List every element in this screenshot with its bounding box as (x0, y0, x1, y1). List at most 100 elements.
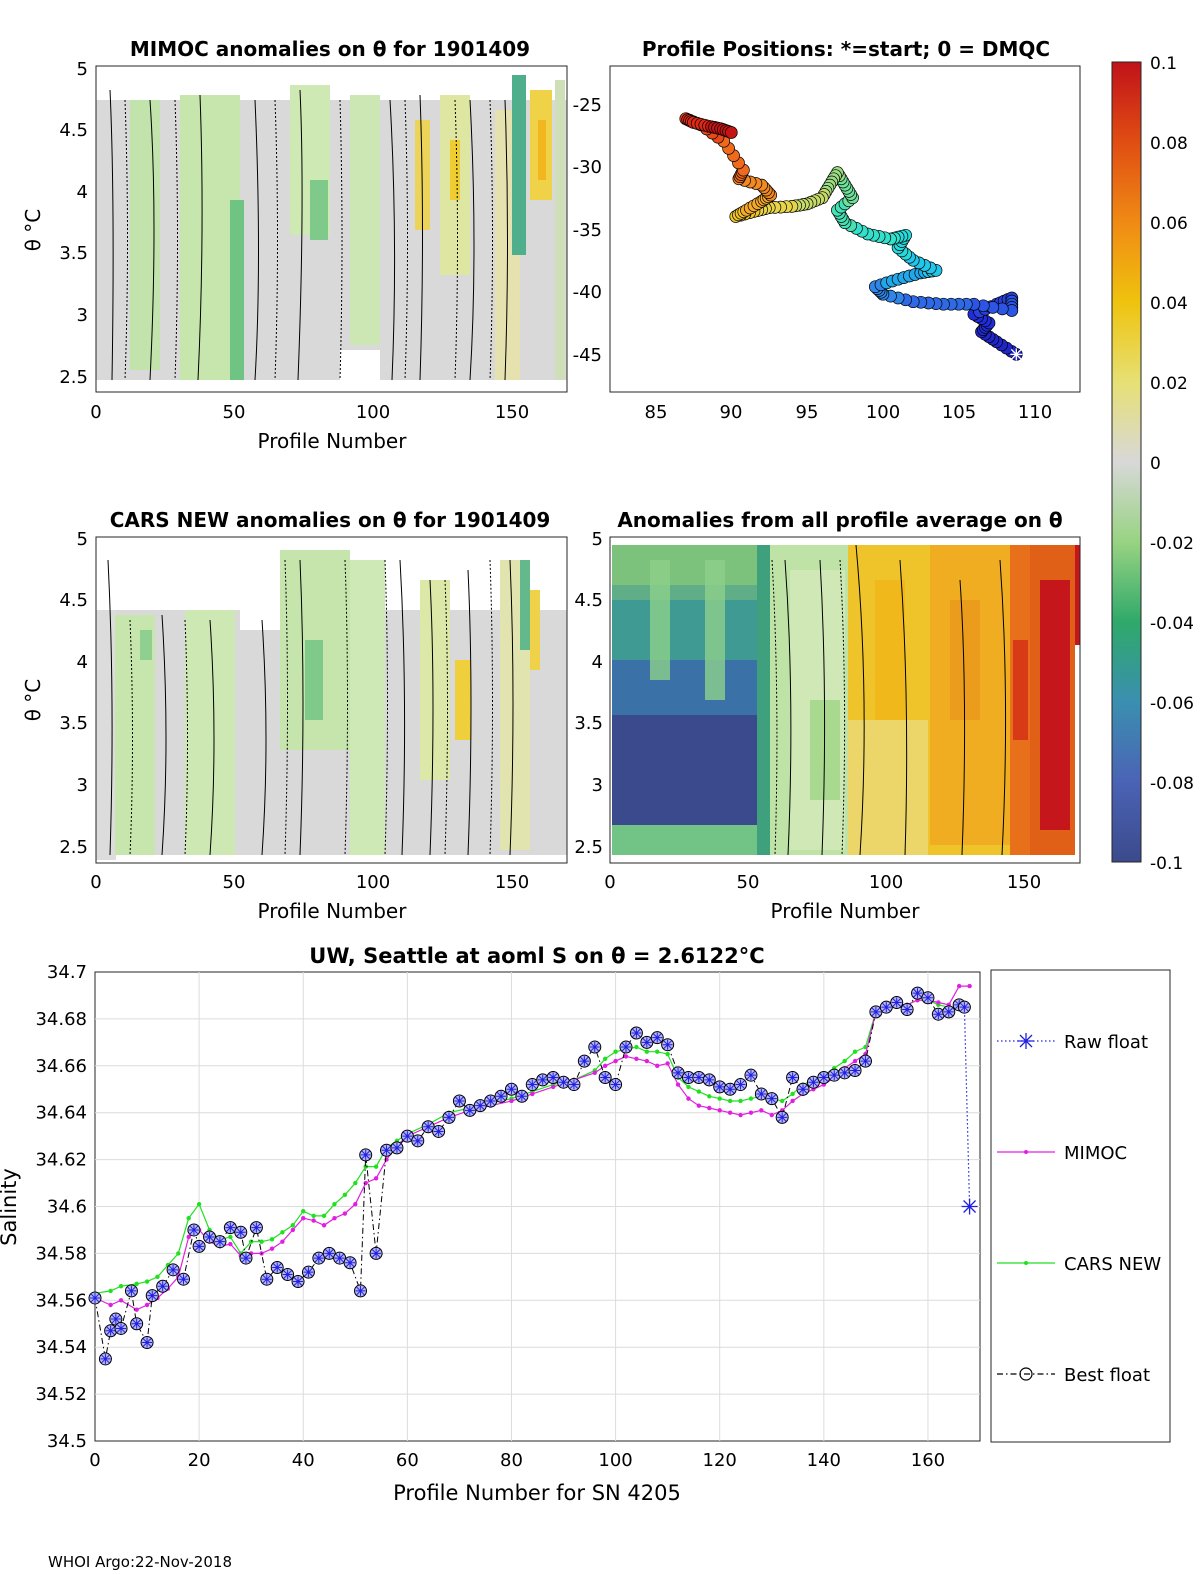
point-cars-new (332, 1201, 337, 1207)
colorbar-tick: -0.08 (1150, 774, 1194, 794)
point-best-float (432, 1124, 446, 1138)
point-best-float (817, 1071, 831, 1085)
positions-ytick: -35 (573, 220, 602, 241)
point-cars-new (269, 1237, 275, 1242)
cars-ytick: 5 (77, 529, 88, 550)
positions-title: Profile Positions: *=start; 0 = DMQC (642, 37, 1050, 61)
point-cars-new (196, 1201, 202, 1207)
colorbar-tick: 0.04 (1150, 294, 1188, 314)
footer-stamp: WHOI Argo:22-Nov-2018 (48, 1553, 232, 1571)
mimoc-xtick: 0 (90, 402, 101, 423)
point-mimoc (655, 1063, 660, 1069)
point-best-float (411, 1134, 425, 1148)
chart-ytick: 34.5 (47, 1431, 87, 1452)
point-cars-new (118, 1284, 124, 1289)
point-best-float (609, 1078, 623, 1092)
point-cars-new (186, 1216, 191, 1221)
float-track (679, 112, 1023, 361)
allavg-ytick: 2.5 (574, 837, 603, 858)
point-mimoc (108, 1302, 113, 1308)
point-best-float (713, 1080, 727, 1094)
point-best-float (114, 1321, 128, 1335)
point-best-float (702, 1073, 716, 1087)
allavg-xtick: 100 (869, 872, 903, 893)
mimoc-xtick: 150 (495, 402, 529, 423)
point-best-float (577, 1054, 591, 1068)
point-cars-new (134, 1281, 139, 1287)
point-best-float (130, 1317, 144, 1331)
allavg-xticks: 0 50 100 150 (604, 872, 1041, 893)
point-best-float (354, 1284, 367, 1298)
point-best-float (661, 1038, 675, 1052)
point-cars-new (748, 1096, 754, 1101)
point-raw-float (961, 1198, 978, 1215)
mimoc-ytick: 4.5 (59, 120, 88, 141)
mimoc-title: MIMOC anomalies on θ for 1901409 (130, 37, 530, 61)
allavg-ytick: 5 (592, 529, 603, 550)
point-best-float (98, 1352, 112, 1366)
point-cars-new (301, 1208, 306, 1214)
point-cars-new (613, 1049, 618, 1054)
profile-position-marker (724, 126, 738, 139)
point-best-float (463, 1103, 477, 1117)
point-best-float (567, 1078, 581, 1092)
point-cars-new (228, 1234, 233, 1240)
point-mimoc (748, 1110, 754, 1115)
point-best-float (249, 1221, 263, 1235)
mimoc-ytick: 4 (77, 182, 88, 203)
point-best-float (650, 1031, 664, 1045)
point-cars-new (155, 1274, 160, 1280)
point-best-float (301, 1265, 315, 1279)
point-best-float (786, 1071, 800, 1085)
point-mimoc (727, 1110, 733, 1115)
point-mimoc (967, 983, 972, 989)
point-best-float (942, 1005, 956, 1019)
point-mimoc (353, 1201, 358, 1207)
positions-xticks: 85 90 95 100 105 110 (645, 402, 1053, 423)
point-best-float (390, 1141, 404, 1155)
point-cars-new (373, 1164, 379, 1169)
allavg-yticks: 2.5 3 3.5 4 4.5 5 (574, 529, 603, 858)
point-best-float (359, 1148, 373, 1162)
chart-ytick: 34.68 (35, 1009, 87, 1030)
cars-xlabel: Profile Number (258, 899, 408, 923)
point-best-float (879, 1000, 893, 1014)
point-best-float (452, 1094, 466, 1108)
chart-xtick: 80 (500, 1450, 523, 1471)
cars-panel: CARS NEW anomalies on θ for 1901409 θ °C… (21, 508, 568, 923)
legend-label: CARS NEW (1064, 1254, 1161, 1275)
point-best-float (260, 1272, 274, 1286)
point-mimoc (686, 1096, 691, 1101)
chart-grid (95, 972, 980, 1441)
point-best-float (187, 1223, 201, 1237)
point-best-float (890, 995, 904, 1009)
allavg-xlabel: Profile Number (771, 899, 921, 923)
chart-ytick: 34.62 (35, 1150, 87, 1171)
point-best-float (239, 1251, 253, 1265)
point-best-float (629, 1026, 643, 1040)
positions-xtick: 100 (866, 402, 900, 423)
chart-legend: Raw float MIMOC CARS NEW Best float (990, 969, 1171, 1443)
point-best-float (88, 1291, 102, 1305)
point-cars-new (290, 1223, 296, 1228)
point-cars-new (790, 1091, 795, 1097)
positions-ytick: -25 (573, 95, 602, 116)
point-mimoc (269, 1246, 275, 1251)
mimoc-ytick: 2.5 (59, 367, 88, 388)
point-mimoc (936, 1000, 941, 1005)
mimoc-ytick: 3.5 (59, 243, 88, 264)
chart-xtick: 100 (598, 1450, 632, 1471)
cars-xtick: 50 (223, 872, 246, 893)
cars-ytick: 3.5 (59, 713, 88, 734)
point-cars-new (280, 1230, 285, 1235)
cars-title: CARS NEW anomalies on θ for 1901409 (110, 508, 551, 532)
cars-ytick: 3 (77, 775, 88, 796)
point-cars-new (707, 1094, 712, 1099)
positions-xtick: 95 (796, 402, 819, 423)
point-cars-new (311, 1213, 316, 1219)
point-best-float (223, 1221, 237, 1235)
legend-label: MIMOC (1064, 1143, 1127, 1164)
point-mimoc (550, 1084, 556, 1090)
positions-xtick: 110 (1018, 402, 1052, 423)
